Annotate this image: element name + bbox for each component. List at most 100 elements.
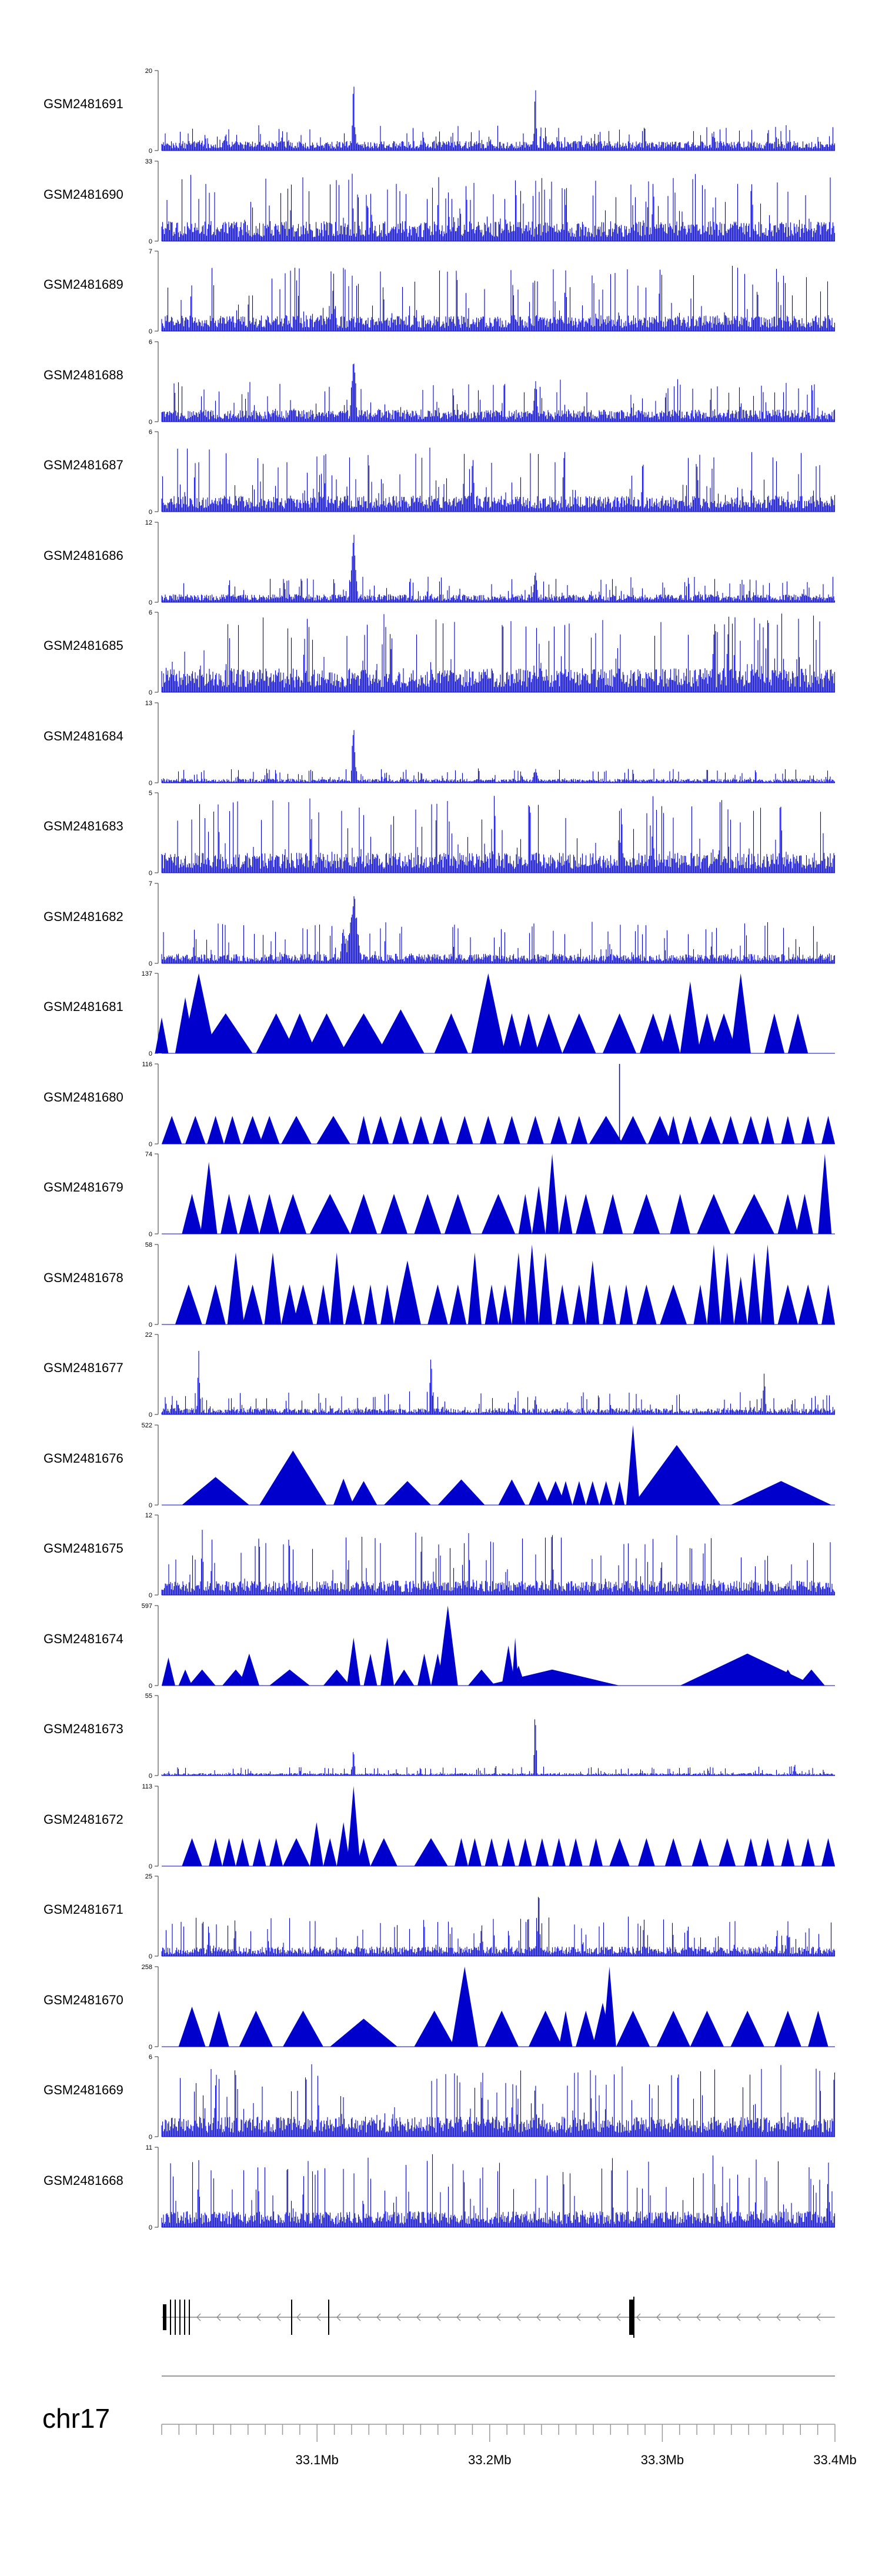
coverage-triangle xyxy=(747,1252,761,1324)
track-GSM2481671: GSM2481671 25 0 xyxy=(0,1871,882,1963)
coverage-triangle xyxy=(719,1837,736,1866)
coverage-triangle xyxy=(552,1837,566,1866)
coverage-triangle xyxy=(227,1252,245,1324)
coverage-triangle xyxy=(205,1284,226,1324)
strand-arrow-icon xyxy=(396,2313,401,2321)
track-plot: 116 0 xyxy=(142,1061,835,1148)
coverage-triangle xyxy=(242,1115,263,1144)
coverage-triangle xyxy=(467,1669,495,1686)
coverage-triangle xyxy=(188,1669,216,1686)
coverage-triangle xyxy=(529,2010,563,2047)
coverage-triangle xyxy=(616,2010,650,2047)
y-min-label: 0 xyxy=(149,1592,152,1599)
coverage-triangle xyxy=(182,973,216,1053)
coverage-triangle xyxy=(502,1645,516,1686)
coverage-triangle xyxy=(633,1444,721,1505)
y-min-label: 0 xyxy=(149,780,152,787)
coverage-triangle xyxy=(198,1013,253,1053)
coverage-triangle xyxy=(818,1154,832,1234)
y-min-label: 0 xyxy=(149,2224,152,2231)
coverage-triangle xyxy=(444,1194,472,1234)
coverage-triangle xyxy=(602,1284,616,1324)
track-plot: 522 0 xyxy=(142,1422,835,1509)
coverage-triangle xyxy=(264,1252,282,1324)
coverage-triangle xyxy=(372,1115,389,1144)
track-GSM2481676: GSM2481676 522 0 xyxy=(0,1420,882,1511)
track-plot: 55 0 xyxy=(145,1693,836,1780)
coverage-triangle xyxy=(609,1837,630,1866)
coverage-triangle xyxy=(636,1284,657,1324)
track-plot: 137 0 xyxy=(142,970,835,1057)
track-label: GSM2481673 xyxy=(44,1721,123,1736)
gene-exon xyxy=(629,2300,634,2335)
coverage-triangle xyxy=(330,1252,344,1324)
coverage-triangle xyxy=(330,2018,397,2047)
coverage-triangle xyxy=(346,1637,360,1686)
y-max-label: 6 xyxy=(149,2054,152,2061)
coverage-triangle xyxy=(377,1009,425,1053)
coverage-triangle xyxy=(162,1657,175,1686)
coverage-triangle xyxy=(777,1669,799,1686)
coverage-triangle xyxy=(235,1837,249,1866)
coverage-triangle xyxy=(619,1115,647,1144)
gene-exon xyxy=(189,2300,190,2335)
track-label: GSM2481677 xyxy=(44,1360,123,1375)
strand-arrow-icon xyxy=(256,2313,261,2321)
coverage-triangle xyxy=(576,2010,596,2047)
coverage-triangle xyxy=(323,1837,337,1866)
coverage-triangle xyxy=(545,1154,559,1234)
coverage-bars xyxy=(161,363,836,422)
y-min-label: 0 xyxy=(149,960,152,967)
coverage-triangle xyxy=(722,1115,739,1144)
coverage-triangle xyxy=(209,1837,223,1866)
coverage-triangle xyxy=(220,1194,238,1234)
genome-axis: 33.1Mb 33.2Mb 33.3Mb 33.4Mb xyxy=(161,2297,857,2467)
coverage-triangle xyxy=(527,1115,544,1144)
y-min-label: 0 xyxy=(149,1502,152,1509)
track-GSM2481681: GSM2481681 137 0 xyxy=(0,969,882,1060)
coverage-triangle xyxy=(432,1115,450,1144)
coverage-triangle xyxy=(572,1480,586,1505)
strand-arrow-icon xyxy=(216,2313,221,2321)
coverage-triangle xyxy=(316,1284,330,1324)
coverage-triangle xyxy=(660,1013,680,1053)
coverage-triangle xyxy=(693,1284,707,1324)
track-plot: 70 xyxy=(149,880,836,967)
coverage-triangle xyxy=(670,1194,690,1234)
coverage-triangle xyxy=(502,1013,522,1053)
coverage-triangle xyxy=(660,1284,687,1324)
coverage-triangle xyxy=(333,1478,354,1505)
coverage-triangle xyxy=(570,1115,588,1144)
coverage-triangle xyxy=(730,2010,764,2047)
coverage-bars xyxy=(161,448,836,512)
y-max-label: 137 xyxy=(142,970,152,977)
y-min-label: 0 xyxy=(149,1322,152,1329)
coverage-triangle xyxy=(357,1837,370,1866)
coverage-bars xyxy=(161,86,836,151)
coverage-triangle xyxy=(801,1837,815,1866)
track-label: GSM2481691 xyxy=(44,96,123,111)
coverage-triangle xyxy=(222,1837,236,1866)
coverage-triangle xyxy=(761,1115,774,1144)
y-max-label: 113 xyxy=(142,1783,152,1790)
y-max-label: 7 xyxy=(149,880,152,887)
coverage-triangle xyxy=(485,1284,499,1324)
track-plot: 12 0 xyxy=(145,1512,836,1599)
coverage-triangle xyxy=(200,1162,218,1234)
track-GSM2481670: GSM2481670 258 0 xyxy=(0,1962,882,2053)
coverage-triangle xyxy=(681,1115,699,1144)
track-label: GSM2481682 xyxy=(44,909,123,924)
track-plot: 25 0 xyxy=(145,1873,836,1960)
coverage-triangle xyxy=(518,1194,532,1234)
track-plot: 258 0 xyxy=(142,1964,835,2051)
coverage-triangle xyxy=(638,1837,655,1866)
strand-arrow-icon xyxy=(736,2313,741,2321)
coverage-triangle xyxy=(239,1653,260,1686)
track-plot: 60 xyxy=(149,609,836,696)
gene-exon xyxy=(170,2300,171,2335)
coverage-triangle xyxy=(697,1194,731,1234)
coverage-triangle xyxy=(252,1837,266,1866)
track-label: GSM2481678 xyxy=(44,1270,123,1285)
track-plot: 20 0 xyxy=(145,68,836,155)
coverage-triangle xyxy=(614,1480,625,1505)
